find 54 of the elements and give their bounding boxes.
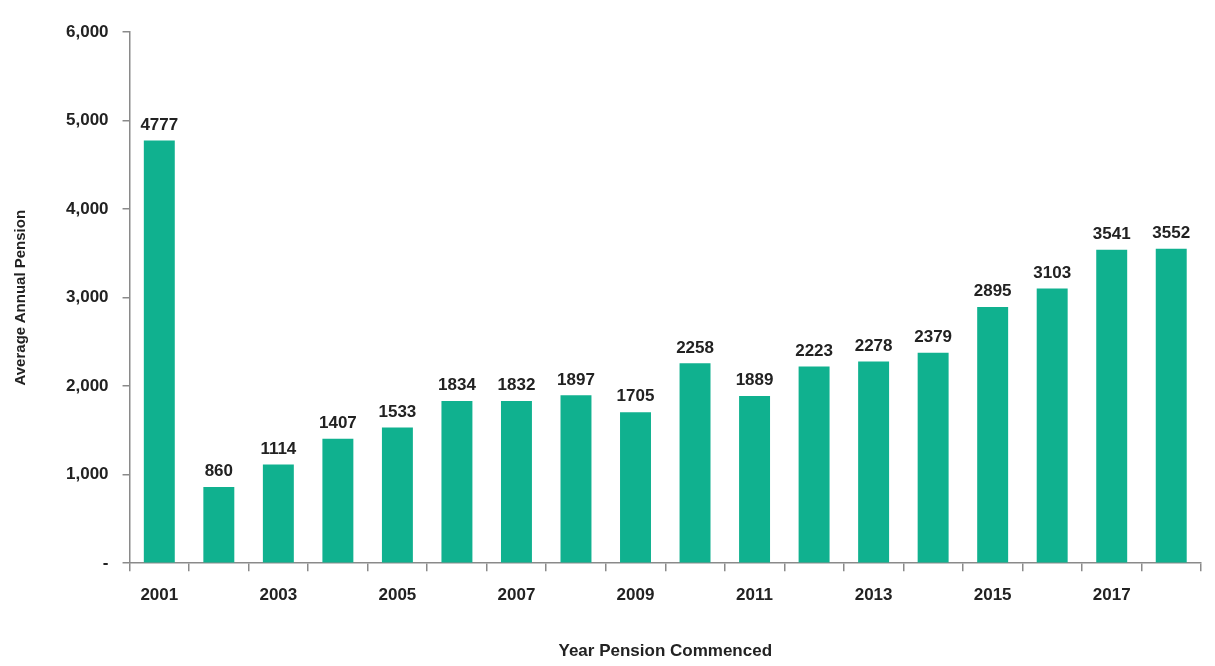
bar xyxy=(977,306,1009,563)
bar xyxy=(500,401,532,563)
data-label: 3552 xyxy=(1152,223,1191,243)
bar xyxy=(381,427,413,563)
bar xyxy=(203,487,235,563)
data-label: 1407 xyxy=(318,412,357,432)
bar xyxy=(679,363,711,563)
data-label: 1834 xyxy=(438,375,477,395)
y-tick-label: 5,000 xyxy=(65,110,109,130)
data-label: 1114 xyxy=(260,438,297,458)
x-tick-label: 2005 xyxy=(378,585,417,605)
x-tick-label: 2001 xyxy=(140,585,179,605)
y-tick-label: 2,000 xyxy=(65,375,109,395)
y-tick-label: - xyxy=(102,552,109,572)
bar xyxy=(798,366,830,563)
x-tick-label: 2007 xyxy=(497,585,536,605)
x-tick-label: 2013 xyxy=(854,585,893,605)
y-axis-title: Average Annual Pension xyxy=(11,209,29,386)
data-label: 1897 xyxy=(557,369,595,389)
x-axis-title: Year Pension Commenced xyxy=(558,641,773,661)
data-label: 1832 xyxy=(497,375,536,395)
data-label: 3541 xyxy=(1092,224,1131,244)
x-tick-label: 2009 xyxy=(616,585,655,605)
data-label: 2895 xyxy=(973,281,1012,301)
data-label: 1705 xyxy=(616,386,655,406)
data-label: 3103 xyxy=(1033,262,1072,282)
bar xyxy=(143,140,175,563)
y-tick-label: 6,000 xyxy=(65,21,109,41)
y-tick-label: 4,000 xyxy=(65,198,109,218)
data-label: 2379 xyxy=(914,326,953,346)
bar xyxy=(441,400,473,563)
bar xyxy=(739,396,771,563)
data-label: 860 xyxy=(204,461,234,481)
y-tick-label: 3,000 xyxy=(65,287,109,307)
x-tick-label: 2003 xyxy=(259,585,298,605)
data-label: 2278 xyxy=(854,335,893,355)
bar xyxy=(322,438,354,563)
data-label: 1533 xyxy=(378,401,417,421)
data-label: 1889 xyxy=(735,370,774,390)
bar xyxy=(262,464,294,563)
bar xyxy=(560,395,592,563)
bar xyxy=(1155,248,1187,563)
x-tick-label: 2017 xyxy=(1092,585,1131,605)
bar xyxy=(858,361,890,563)
bar xyxy=(620,412,651,563)
x-tick-label: 2015 xyxy=(973,585,1012,605)
bar xyxy=(917,352,949,563)
bar xyxy=(1036,288,1068,563)
data-label: 4777 xyxy=(140,114,179,134)
bar xyxy=(1096,249,1128,563)
data-label: 2223 xyxy=(795,340,833,360)
x-tick-label: 2011 xyxy=(736,585,773,605)
data-label: 2258 xyxy=(676,337,714,357)
y-tick-label: 1,000 xyxy=(65,464,109,484)
